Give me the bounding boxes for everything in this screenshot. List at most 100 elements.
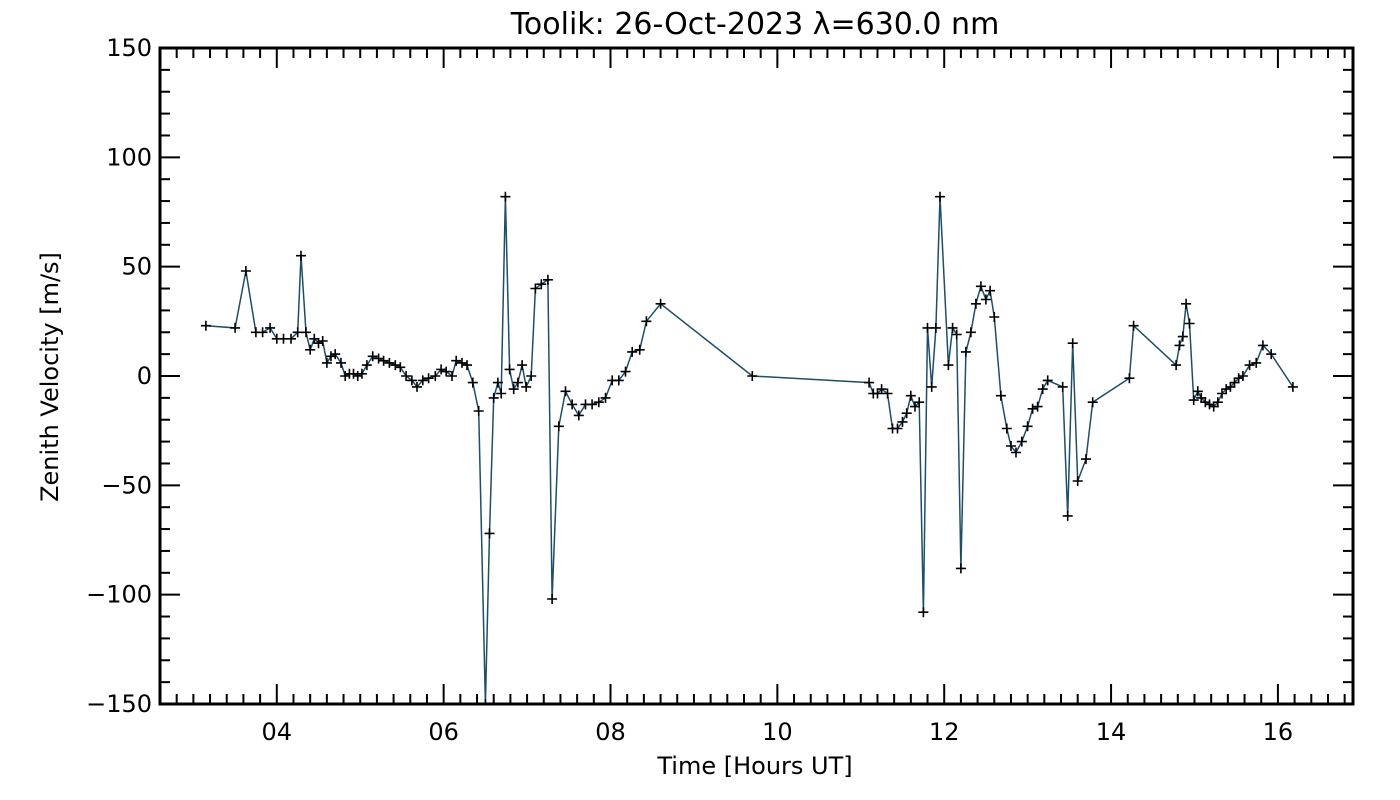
- data-point-marker: [926, 381, 937, 392]
- data-point-marker: [918, 607, 929, 618]
- data-point-marker: [587, 399, 598, 410]
- data-point-marker: [1057, 381, 1068, 392]
- data-point-marker: [395, 362, 406, 373]
- data-point-marker: [356, 368, 367, 379]
- data-point-marker: [301, 327, 311, 338]
- data-point-marker: [321, 357, 332, 368]
- y-tick-label: −50: [101, 471, 152, 499]
- x-axis-label: Time [Hours UT]: [656, 752, 852, 780]
- data-point-marker: [348, 368, 359, 379]
- data-point-marker: [526, 371, 537, 381]
- data-point-marker: [352, 371, 363, 381]
- data-point-marker: [905, 390, 916, 401]
- data-point-marker: [441, 366, 452, 377]
- chart-title: Toolik: 26-Oct-2023 λ=630.0 nm: [510, 7, 1000, 42]
- data-point-marker: [641, 316, 652, 327]
- data-point-marker: [951, 329, 962, 340]
- data-point-marker: [1266, 349, 1277, 360]
- data-point-marker: [901, 408, 912, 419]
- data-point-marker: [484, 528, 495, 539]
- data-point-marker: [517, 360, 528, 371]
- data-point-marker: [965, 327, 976, 338]
- data-point-marker: [508, 384, 519, 395]
- x-tick-label: 08: [595, 718, 626, 746]
- data-point-marker: [613, 375, 624, 386]
- data-point-marker: [593, 397, 604, 408]
- y-tick-label: −100: [86, 581, 152, 609]
- data-point-marker: [1233, 373, 1244, 384]
- data-point-marker: [401, 371, 412, 381]
- data-point-marker: [390, 360, 401, 371]
- data-point-marker: [634, 344, 645, 355]
- data-point-marker: [600, 392, 611, 403]
- y-tick-label: 100: [106, 143, 152, 171]
- data-point-marker: [1177, 331, 1188, 342]
- data-point-marker: [1184, 318, 1195, 329]
- data-point-marker: [1081, 454, 1091, 465]
- data-point-marker: [655, 298, 666, 309]
- data-point-marker: [330, 349, 341, 360]
- data-point-marker: [573, 410, 584, 421]
- data-point-marker: [1072, 476, 1083, 486]
- data-point-marker: [200, 320, 211, 331]
- data-point-marker: [286, 333, 296, 344]
- data-point-marker: [553, 421, 564, 432]
- data-point-marker: [995, 390, 1006, 401]
- x-tick-label: 04: [262, 718, 293, 746]
- data-point-marker: [910, 401, 920, 412]
- data-point-marker: [922, 322, 933, 333]
- data-point-marker: [473, 406, 484, 416]
- data-point-marker: [530, 283, 541, 294]
- data-point-marker: [1287, 381, 1298, 392]
- data-point-marker: [1217, 388, 1227, 399]
- data-point-marker: [230, 322, 241, 333]
- data-point-marker: [1204, 399, 1215, 410]
- data-point-marker: [378, 355, 389, 366]
- data-point-marker: [1192, 386, 1203, 397]
- data-point-marker: [367, 351, 378, 362]
- data-point-marker: [1067, 338, 1078, 349]
- data-point-marker: [326, 351, 336, 362]
- data-point-marker: [560, 386, 571, 397]
- y-tick-label: 150: [106, 34, 152, 62]
- data-point-marker: [340, 371, 351, 381]
- data-point-marker: [1181, 298, 1192, 309]
- x-tick-label: 06: [428, 718, 459, 746]
- data-point-marker: [451, 355, 462, 366]
- data-point-marker: [1229, 377, 1240, 388]
- data-point-marker: [492, 377, 503, 388]
- data-point-marker: [430, 371, 441, 381]
- data-point-marker: [1011, 447, 1021, 458]
- data-point-marker: [1042, 375, 1053, 386]
- y-tick-label: 0: [137, 362, 152, 390]
- data-point-marker: [1087, 397, 1098, 408]
- data-point-marker: [317, 336, 328, 346]
- data-point-marker: [1221, 384, 1232, 395]
- y-axis-label: Zenith Velocity [m/s]: [36, 252, 64, 502]
- data-point-marker: [989, 312, 1000, 322]
- data-point-marker: [373, 353, 384, 364]
- data-point-marker: [305, 344, 316, 355]
- data-point-marker: [361, 360, 372, 371]
- x-tick-label: 12: [929, 718, 960, 746]
- data-point-marker: [536, 279, 547, 290]
- plot-area: 150 100 50 0 −50 −100 −150 04 06 08 10 12 14 16: [86, 34, 1355, 746]
- data-point-marker: [1062, 510, 1073, 521]
- data-point-marker: [970, 298, 981, 309]
- data-point-marker: [1244, 360, 1255, 371]
- data-point-marker: [960, 346, 971, 357]
- data-point-marker: [313, 338, 324, 349]
- series-line: [205, 196, 1294, 704]
- data-point-marker: [1001, 423, 1012, 434]
- data-point-marker: [1251, 357, 1262, 368]
- data-point-marker: [980, 294, 991, 305]
- data-point-marker: [504, 364, 515, 375]
- y-tick-label: −150: [86, 690, 152, 718]
- data-point-marker: [1027, 403, 1038, 414]
- data-point-marker: [1200, 397, 1211, 408]
- data-point-marker: [436, 364, 447, 375]
- data-point-marker: [467, 377, 478, 388]
- data-point-marker: [521, 381, 532, 392]
- data-point-marker: [892, 423, 903, 434]
